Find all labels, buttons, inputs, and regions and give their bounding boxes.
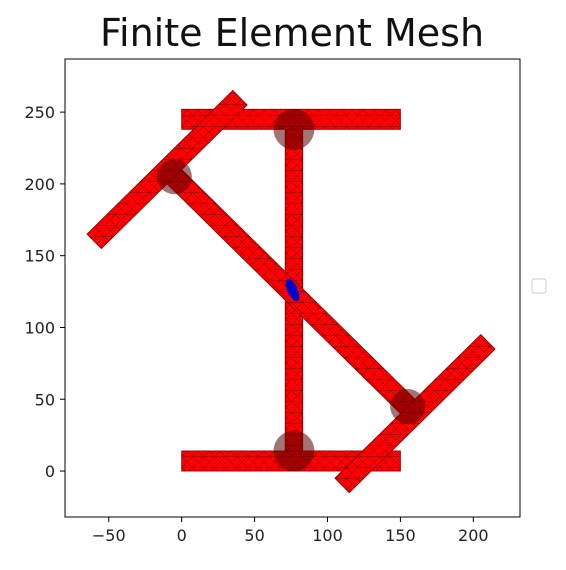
junction-fillet-3 xyxy=(390,388,426,424)
x-tick-label: 0 xyxy=(177,526,187,545)
junction-fillet-2 xyxy=(156,159,192,195)
chart-title: Finite Element Mesh xyxy=(100,11,484,55)
y-tick-label: 50 xyxy=(35,390,55,409)
x-tick-label: 200 xyxy=(458,526,489,545)
plot-frame xyxy=(64,58,521,518)
y-axis: 0 50 100 150 200 250 xyxy=(24,103,65,481)
highlight-layer xyxy=(285,279,300,302)
x-tick-label: 150 xyxy=(385,526,416,545)
x-tick-label: −50 xyxy=(92,526,126,545)
junction-fillet-0 xyxy=(273,108,315,150)
x-axis: −50 0 50 100 150 200 xyxy=(92,517,489,545)
y-tick-label: 150 xyxy=(24,247,55,266)
legend-box xyxy=(531,278,547,294)
y-tick-label: 0 xyxy=(45,462,55,481)
junction-fillet-1 xyxy=(273,430,315,472)
x-tick-label: 50 xyxy=(244,526,264,545)
x-tick-label: 100 xyxy=(312,526,343,545)
y-tick-label: 250 xyxy=(24,103,55,122)
y-tick-label: 200 xyxy=(24,175,55,194)
y-tick-label: 100 xyxy=(24,318,55,337)
highlight-element xyxy=(285,279,300,302)
